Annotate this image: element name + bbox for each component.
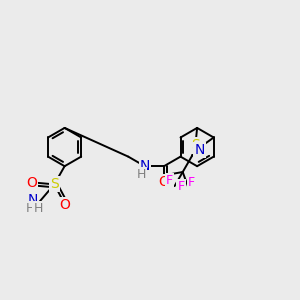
Text: N: N (28, 193, 38, 207)
Text: H: H (136, 168, 146, 181)
Text: S: S (191, 139, 200, 152)
Text: N: N (140, 159, 150, 173)
Text: O: O (26, 176, 37, 190)
Text: N: N (194, 143, 205, 157)
Text: S: S (50, 177, 59, 191)
Text: F: F (166, 174, 173, 187)
Text: H: H (33, 202, 43, 215)
Text: F: F (188, 176, 195, 188)
Text: O: O (158, 176, 169, 190)
Text: O: O (59, 198, 70, 212)
Text: H: H (26, 202, 35, 215)
Text: F: F (178, 180, 184, 193)
